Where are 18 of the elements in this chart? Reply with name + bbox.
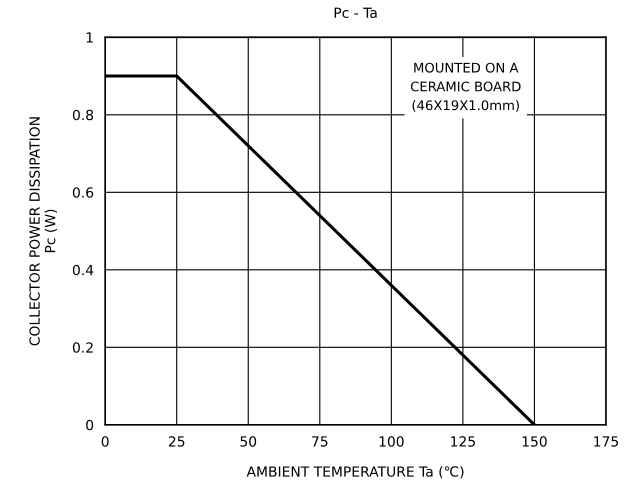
x-tick-label: 100 [380,436,404,447]
x-tick-label: 50 [240,436,256,447]
y-tick-label: 0.2 [72,342,93,353]
chart-title: Pc - Ta [334,8,377,18]
y-tick-label: 0.6 [72,187,94,198]
x-tick-label: 75 [312,436,328,447]
x-tick-label: 125 [451,436,475,447]
annotation: MOUNTED ON A CERAMIC BOARD (46X19X1.0mm) [410,62,521,112]
x-tick-label: 25 [168,436,184,447]
y-tick-label: 0.4 [72,264,94,276]
x-tick-label: 175 [594,436,618,447]
x-tick-label: 0 [102,436,109,447]
y-tick-label: 0.8 [72,110,94,120]
y-tick-label: 1 [86,32,93,43]
x-axis-title: AMBIENT TEMPERATURE Ta (℃) [246,466,464,478]
x-tick-label: 150 [522,436,547,447]
y-tick-label: 0 [86,420,94,430]
y-axis-title: COLLECTOR POWER DISSIPATION Pc (W) [29,117,58,346]
